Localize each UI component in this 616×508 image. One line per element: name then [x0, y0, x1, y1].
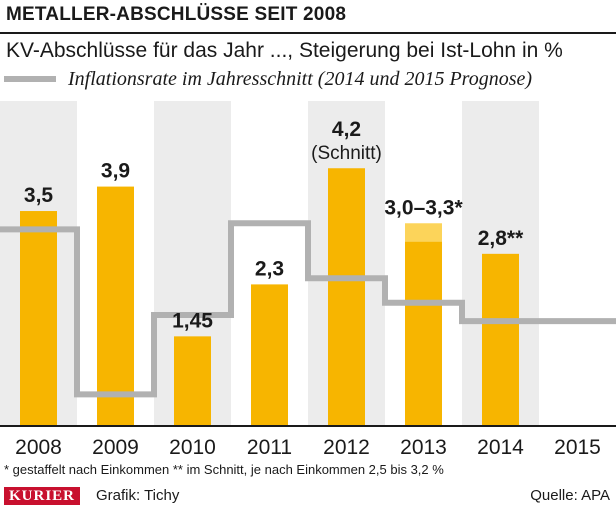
legend: Inflationsrate im Jahresschnitt (2014 un… [4, 66, 532, 92]
inflation-line [0, 220, 616, 398]
bar [97, 186, 134, 425]
data-label: 3,9 [101, 160, 130, 183]
legend-label: Inflationsrate im Jahresschnitt (2014 un… [68, 67, 533, 90]
data-label: 3,5 [24, 184, 54, 207]
title-rule [0, 32, 616, 34]
source-credit: Quelle: APA [530, 487, 610, 504]
x-tick-label: 2012 [323, 436, 370, 459]
data-label: 2,3 [255, 257, 284, 280]
bar [482, 253, 519, 425]
bar [328, 168, 365, 425]
chart-subtitle: KV-Abschlüsse für das Jahr ..., Steigeru… [6, 39, 563, 62]
data-label: 1,45 [172, 309, 213, 332]
legend-line-swatch [4, 76, 56, 82]
footnote: * gestaffelt nach Einkommen ** im Schnit… [4, 462, 444, 477]
data-label: (Schnitt) [311, 143, 382, 164]
chart-title: METALLER-ABSCHLÜSSE SEIT 2008 [6, 4, 347, 25]
bar [405, 241, 442, 425]
bar [20, 211, 57, 425]
bar [174, 336, 211, 425]
x-tick-label: 2008 [15, 436, 62, 459]
x-tick-label: 2009 [92, 436, 139, 459]
x-tick-label: 2013 [400, 436, 447, 459]
x-tick-label: 2015 [554, 436, 601, 459]
data-label: 4,2 [332, 118, 361, 141]
bar [251, 284, 288, 425]
x-tick-label: 2011 [247, 436, 292, 459]
kurier-logo: KURIER [4, 487, 81, 505]
data-label: 2,8** [478, 227, 524, 250]
bar-range [405, 223, 442, 242]
x-tick-label: 2014 [477, 436, 524, 459]
data-label: 3,0–3,3* [384, 196, 463, 219]
graphic-credit: Grafik: Tichy [96, 487, 180, 504]
x-tick-label: 2010 [169, 436, 216, 459]
